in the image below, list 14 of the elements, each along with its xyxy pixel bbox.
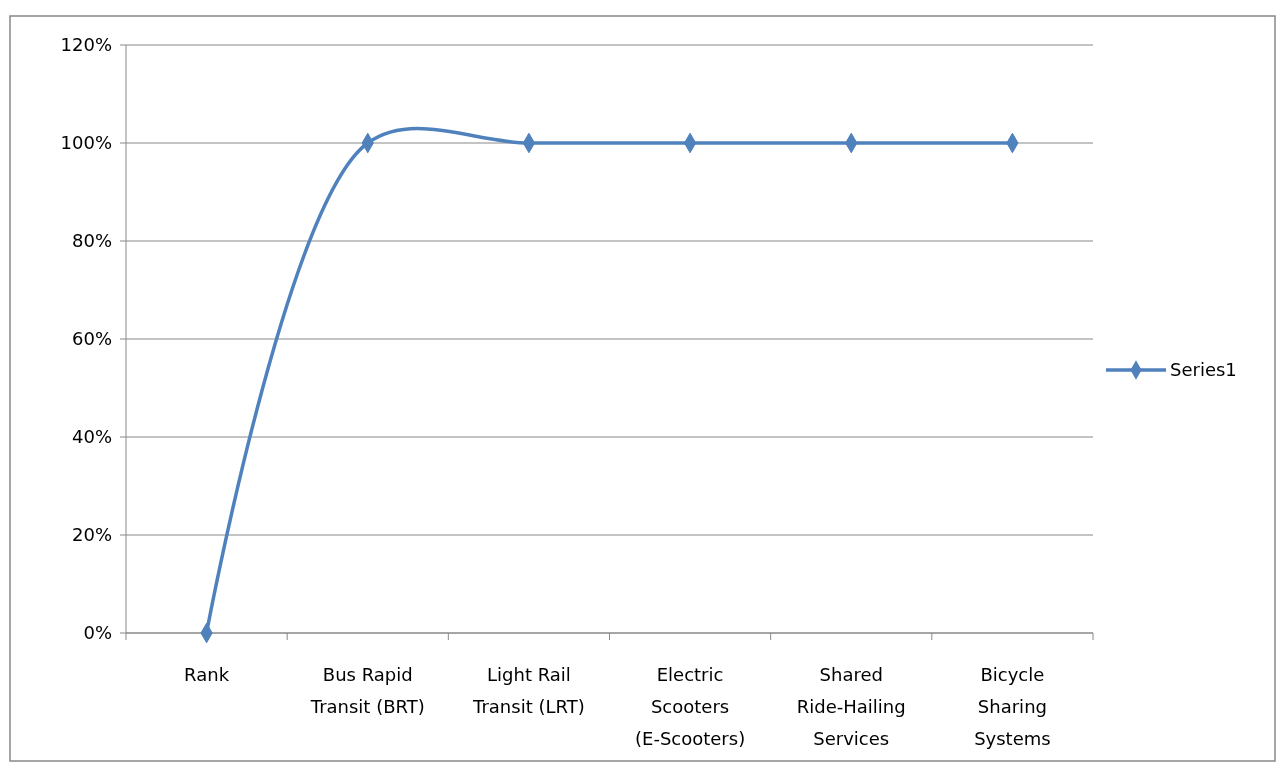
y-tick-label: 100% — [60, 132, 112, 154]
y-tick-label: 20% — [71, 524, 112, 546]
x-tick-label: Bicycle Sharing Systems — [974, 664, 1051, 749]
y-tick-label: 0% — [83, 622, 112, 644]
y-tick-label: 60% — [71, 328, 112, 350]
x-tick-label: Rank — [184, 664, 230, 685]
x-tick-label: Bus Rapid Transit (BRT) — [309, 664, 425, 717]
x-tick-label: Shared Ride-Hailing Services — [796, 664, 906, 749]
x-tick-label: Electric Scooters (E-Scooters) — [635, 664, 746, 749]
legend-label: Series1 — [1170, 359, 1237, 381]
y-tick-label: 40% — [71, 426, 112, 448]
y-tick-label: 120% — [60, 34, 112, 56]
x-tick-label: Light Rail Transit (LRT) — [472, 664, 585, 717]
y-tick-label: 80% — [71, 230, 112, 252]
